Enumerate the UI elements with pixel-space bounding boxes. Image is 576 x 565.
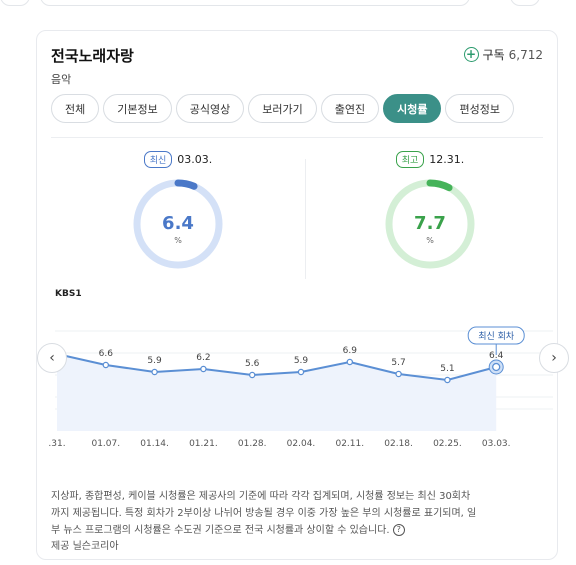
latest-donut-arc (133, 179, 223, 269)
data-point (444, 376, 451, 384)
program-title: 전국노래자랑 (51, 47, 134, 65)
latest-badge: 최신 (143, 151, 173, 168)
highest-rating: 최고 12.31. 7.7 % (365, 151, 495, 272)
footnote-line: 까지 제공됩니다. 특정 회차가 2부이상 나뉘어 방송될 경우 이중 가장 높… (51, 508, 477, 519)
x-tick-label: 01.28. (238, 439, 267, 449)
top-chip[interactable] (0, 0, 30, 6)
latest-date: 03.03. (177, 153, 213, 166)
chart-prev-button[interactable]: ‹ (37, 343, 67, 373)
highest-donut-arc (385, 179, 475, 269)
top-bar (40, 0, 470, 6)
chevron-right-icon: › (551, 350, 557, 366)
data-point (248, 371, 256, 379)
highest-badge: 최고 (395, 151, 425, 168)
data-label: 5.9 (294, 356, 309, 366)
footnote-line: 부 뉴스 프로그램의 시청률은 수도권 기준으로 전국 시청률과 상이할 수 있… (51, 525, 390, 536)
data-label: 5.7 (391, 358, 405, 368)
tab-watch[interactable]: 보러가기 (248, 94, 317, 123)
x-tick-label: 02.18. (384, 439, 413, 449)
plus-icon: + (463, 47, 479, 62)
tab-schedule[interactable]: 편성정보 (445, 94, 514, 123)
data-label: 5.1 (440, 364, 454, 374)
top-button[interactable] (510, 0, 540, 6)
tab-all[interactable]: 전체 (51, 94, 100, 123)
tab-cast[interactable]: 출연진 (320, 94, 380, 123)
data-label: 5.9 (147, 356, 162, 366)
latest-donut: 6.4 % (133, 179, 223, 269)
data-label: 5.6 (245, 359, 260, 369)
data-point (151, 368, 158, 376)
ratings-card: 전국노래자랑 음악 + 구독 6,712 전체 기본정보 공식영상 보러가기 출… (36, 30, 569, 560)
vertical-divider (305, 159, 306, 279)
data-point (102, 361, 110, 369)
highest-value: 7.7 (414, 213, 446, 234)
data-point (492, 362, 501, 372)
subscribe-label: 구독 (482, 48, 505, 62)
footnote-line: 지상파, 종합편성, 케이블 시청률은 제공사의 기준에 따라 각각 집계되며,… (51, 491, 471, 502)
chevron-left-icon: ‹ (49, 350, 55, 366)
series-line (56, 353, 497, 382)
program-category: 음악 (51, 73, 72, 86)
data-label: 6.2 (196, 353, 210, 363)
subscribe-count: 6,712 (508, 47, 543, 62)
help-icon[interactable]: ? (392, 524, 405, 536)
data-point (200, 365, 207, 373)
x-tick-label: 01.07. (91, 439, 120, 449)
data-source: 제공 닐슨코리아 (51, 541, 119, 552)
highest-unit: % (426, 236, 434, 245)
latest-rating: 최신 03.03. 6.4 % (113, 151, 243, 272)
latest-tag: 최신 회차 (478, 330, 515, 342)
highest-date: 12.31. (429, 153, 465, 166)
data-label: 6.4 (489, 351, 504, 361)
x-tick-label: 03.03. (482, 439, 511, 449)
data-point (297, 368, 305, 376)
latest-unit: % (174, 236, 182, 245)
x-tick-label: 02.11. (335, 439, 364, 449)
ratings-line-chart: .31. 6.6 01.07. 5.9 01.14. 6.2 01.21. 5.6 01.28.… (48, 326, 553, 449)
tab-info[interactable]: 기본정보 (103, 94, 172, 123)
tab-videos[interactable]: 공식영상 (175, 94, 245, 123)
data-point (395, 370, 402, 378)
chart-next-button[interactable]: › (539, 343, 569, 373)
x-tick-label: 01.21. (189, 439, 218, 449)
data-point (346, 358, 354, 366)
x-tick-label: 02.04. (287, 439, 316, 449)
tab-ratings[interactable]: 시청률 (383, 94, 442, 123)
x-tick-label: 02.25. (433, 439, 462, 449)
highest-donut: 7.7 % (385, 179, 475, 269)
divider (51, 137, 543, 138)
subscribe-button[interactable]: + 구독 6,712 (463, 46, 543, 63)
top-strip (0, 0, 576, 12)
ratings-footnote: 지상파, 종합편성, 케이블 시청률은 제공사의 기준에 따라 각각 집계되며,… (51, 488, 551, 539)
latest-value: 6.4 (162, 213, 194, 234)
data-label: 6.6 (99, 349, 114, 359)
data-label: 6.9 (343, 346, 358, 356)
tab-bar: 전체 기본정보 공식영상 보러가기 출연진 시청률 편성정보 (51, 94, 514, 123)
x-tick-label: .31. (48, 439, 65, 449)
x-tick-label: 01.14. (140, 439, 169, 449)
channel-label: KBS1 (55, 289, 82, 299)
chart-area (57, 354, 497, 431)
